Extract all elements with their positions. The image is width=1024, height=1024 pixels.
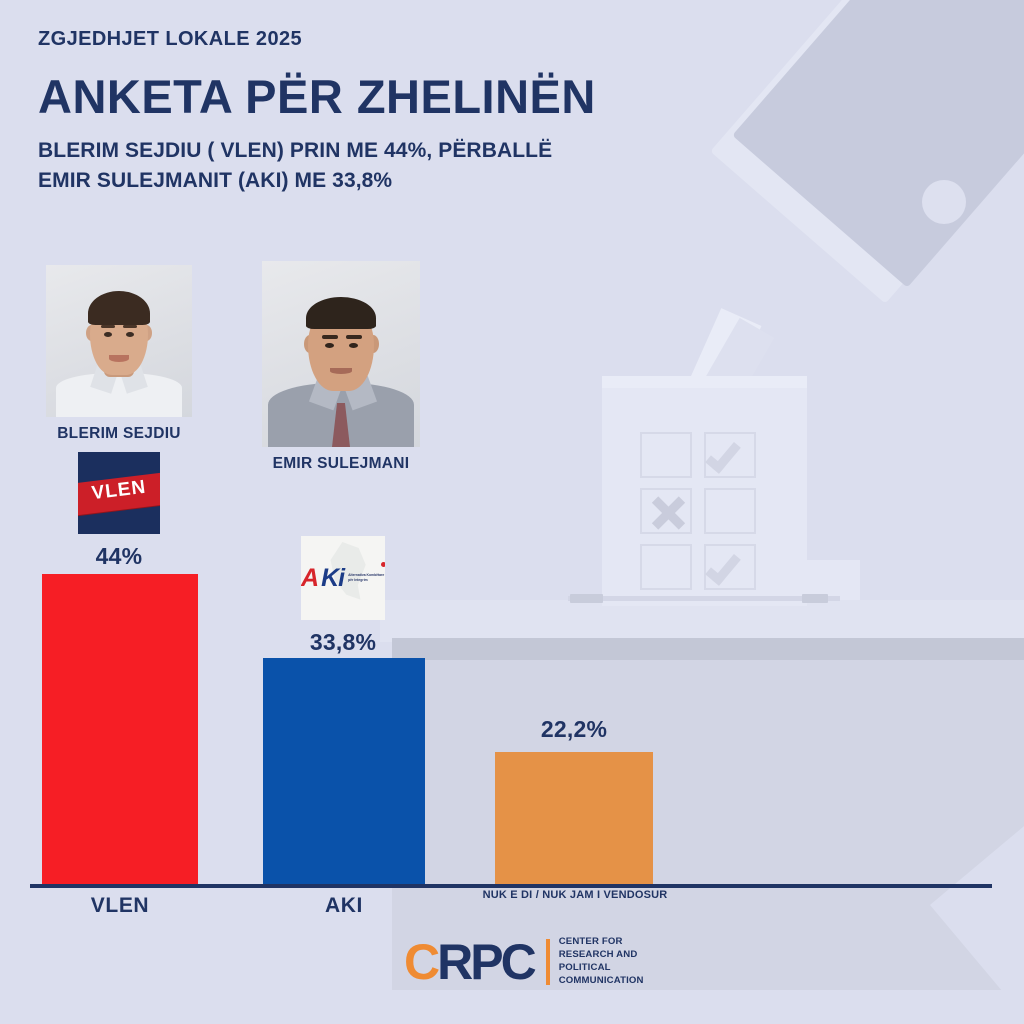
decorative-tag-hole	[922, 180, 966, 224]
checkbox-empty-icon	[704, 488, 756, 534]
aki-logo-tagline: Alternativa Kombëtare për Integrim	[348, 572, 385, 582]
subtitle-line-1: BLERIM SEJDIU ( VLEN) PRIN ME 44%, PËRBA…	[38, 139, 553, 162]
candidate-photo-blerim-sejdiu	[46, 265, 192, 417]
kicker-text: ZGJEDHJET LOKALE 2025	[38, 28, 303, 50]
ballot-box-base	[568, 596, 840, 601]
candidate-card-blerim-sejdiu: BLERIM SEJDIU	[46, 265, 192, 443]
checkbox-x-icon	[640, 488, 692, 534]
crpc-logo: C RPC CENTER FOR RESEARCH AND POLITICAL …	[404, 936, 644, 987]
bar-value-undecided: 22,2%	[540, 716, 608, 742]
ballot-box-foot-right	[802, 594, 828, 603]
bar-vlen	[42, 574, 198, 886]
crpc-tagline-line-1: CENTER FOR	[558, 936, 623, 947]
candidate-card-emir-sulejmani: EMIR SULEJMANI	[262, 261, 420, 473]
checkbox-checked-icon	[704, 544, 756, 590]
vlen-percentage-label: 44%	[95, 543, 143, 569]
party-logo-block-vlen: VLEN 44%	[78, 452, 160, 570]
crpc-wordmark: C RPC	[404, 933, 537, 990]
bar-category-label-undecided: NUK E DI / NUK JAM I VENDOSUR	[482, 889, 668, 901]
crpc-logo-rpc: RPC	[437, 933, 537, 990]
aki-logo-rest: Ki	[321, 563, 345, 592]
bar-undecided	[495, 752, 653, 886]
candidate-photo-emir-sulejmani	[262, 261, 420, 447]
page-title: ANKETA PËR ZHELINËN	[38, 70, 596, 123]
crpc-tagline-line-2: RESEARCH AND	[558, 948, 638, 960]
checkbox-empty-icon	[640, 432, 692, 478]
ballot-box-foot-left	[570, 594, 603, 603]
crpc-logo-c: C	[404, 933, 440, 990]
pedestal-top	[380, 600, 1024, 642]
bar-aki	[263, 658, 425, 886]
candidate-name: EMIR SULEJMANI	[272, 455, 410, 472]
subtitle-line-2: EMIR SULEJMANIT (AKI) ME 33,8%	[38, 168, 393, 192]
bar-category-label-vlen: VLEN	[90, 894, 150, 917]
aki-logo-initial: A	[301, 563, 320, 592]
header: ZGJEDHJET LOKALE 2025 ANKETA PËR ZHELINË…	[38, 28, 596, 196]
aki-percentage-label: 33,8%	[309, 629, 377, 655]
subtitle: BLERIM SEJDIU ( VLEN) PRIN ME 44%, PËRBA…	[38, 136, 596, 196]
crpc-tagline-line-3: POLITICAL	[558, 961, 611, 973]
chart-baseline-axis	[30, 884, 992, 888]
pedestal-slab	[392, 638, 1024, 662]
crpc-tagline-line-4: COMMUNICATION	[558, 974, 644, 986]
checkbox-checked-icon	[704, 432, 756, 478]
checkbox-empty-icon	[640, 544, 692, 590]
party-logo-block-aki: A Ki Alternativa Kombëtare për Integrim …	[301, 536, 385, 656]
candidate-name: BLERIM SEJDIU	[57, 425, 181, 442]
bar-category-label-aki: AKI	[325, 894, 363, 917]
crpc-divider	[545, 938, 550, 985]
vlen-logo-icon: VLEN	[78, 452, 160, 534]
ballot-checkbox-grid	[640, 432, 768, 594]
crpc-tagline: CENTER FOR RESEARCH AND POLITICAL COMMUN…	[559, 936, 644, 987]
aki-logo-icon: A Ki Alternativa Kombëtare për Integrim	[301, 536, 385, 620]
